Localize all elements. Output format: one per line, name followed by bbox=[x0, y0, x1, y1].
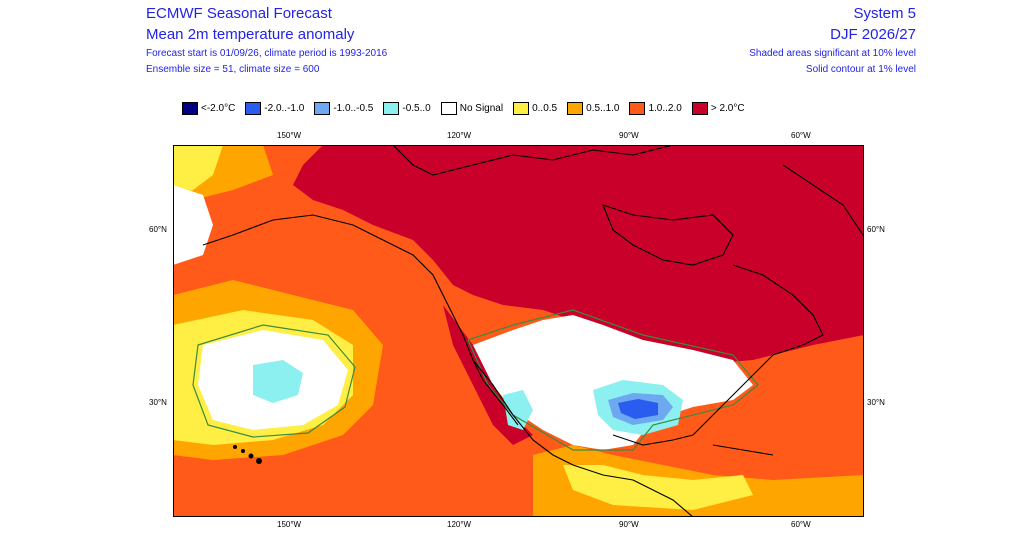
lat-tick-right: 30°N bbox=[867, 398, 885, 407]
legend-item: No Signal bbox=[440, 101, 504, 115]
legend-item: 0.5..1.0 bbox=[567, 101, 620, 115]
map-border bbox=[173, 145, 864, 517]
significance-contour bbox=[192, 324, 356, 438]
anomaly-map bbox=[173, 145, 864, 517]
legend-swatch bbox=[567, 101, 584, 115]
lon-tick-bottom: 120°W bbox=[447, 520, 472, 529]
lon-tick-top: 150°W bbox=[277, 131, 302, 140]
legend-swatch bbox=[440, 101, 457, 115]
legend-label: -2.0..-1.0 bbox=[264, 102, 305, 114]
legend-swatch bbox=[513, 101, 530, 115]
legend-item: -1.0..-0.5 bbox=[314, 101, 374, 115]
legend-label: 0..0.5 bbox=[532, 102, 558, 114]
cool-mexico bbox=[503, 390, 533, 430]
legend-swatch bbox=[245, 101, 262, 115]
lat-tick-left: 60°N bbox=[149, 225, 167, 234]
legend-item: 0..0.5 bbox=[513, 101, 558, 115]
lon-tick-bottom: 150°W bbox=[277, 520, 302, 529]
anomaly-weak-nw bbox=[173, 145, 223, 195]
season-label: DJF 2026/27 bbox=[830, 26, 916, 43]
legend-label: 1.0..2.0 bbox=[648, 102, 682, 114]
legend-swatch bbox=[629, 101, 646, 115]
legend-label: -0.5..0 bbox=[402, 102, 431, 114]
coastlines bbox=[202, 145, 864, 517]
lat-tick-left: 30°N bbox=[149, 398, 167, 407]
no-signal-us bbox=[473, 315, 753, 450]
legend-swatch bbox=[383, 101, 400, 115]
lon-tick-top: 90°W bbox=[619, 131, 639, 140]
legend-label: -1.0..-0.5 bbox=[333, 102, 374, 114]
legend-swatch bbox=[314, 101, 331, 115]
legend-label: No Signal bbox=[459, 102, 504, 114]
hawaii-islands bbox=[233, 445, 262, 464]
system-label: System 5 bbox=[853, 5, 916, 22]
ensemble-size-note: Ensemble size = 51, climate size = 600 bbox=[146, 64, 320, 75]
legend-item: > 2.0°C bbox=[691, 101, 745, 115]
color-legend: <-2.0°C -2.0..-1.0 -1.0..-0.5 -0.5..0 No… bbox=[182, 100, 755, 116]
lon-tick-top: 120°W bbox=[447, 131, 472, 140]
lon-tick-top: 60°W bbox=[791, 131, 811, 140]
anomaly-strong-warm bbox=[293, 145, 864, 365]
legend-item: -2.0..-1.0 bbox=[245, 101, 305, 115]
legend-label: > 2.0°C bbox=[710, 102, 745, 114]
legend-item: <-2.0°C bbox=[182, 101, 236, 115]
cool-gulf-core bbox=[618, 399, 658, 419]
lon-tick-bottom: 90°W bbox=[619, 520, 639, 529]
forecast-start-note: Forecast start is 01/09/26, climate peri… bbox=[146, 48, 388, 59]
shaded-significance-note: Shaded areas significant at 10% level bbox=[749, 48, 916, 59]
solid-contour-note: Solid contour at 1% level bbox=[805, 64, 916, 75]
lat-tick-right: 60°N bbox=[867, 225, 885, 234]
legend-swatch bbox=[691, 101, 708, 115]
map-subtitle: Mean 2m temperature anomaly bbox=[146, 26, 355, 43]
legend-item: 1.0..2.0 bbox=[629, 101, 682, 115]
legend-item: -0.5..0 bbox=[383, 101, 431, 115]
legend-swatch bbox=[182, 101, 198, 115]
cool-pacific bbox=[253, 360, 303, 403]
legend-label: <-2.0°C bbox=[201, 102, 236, 114]
legend-label: 0.5..1.0 bbox=[586, 102, 620, 114]
map-title: ECMWF Seasonal Forecast bbox=[146, 5, 332, 22]
lon-tick-bottom: 60°W bbox=[791, 520, 811, 529]
